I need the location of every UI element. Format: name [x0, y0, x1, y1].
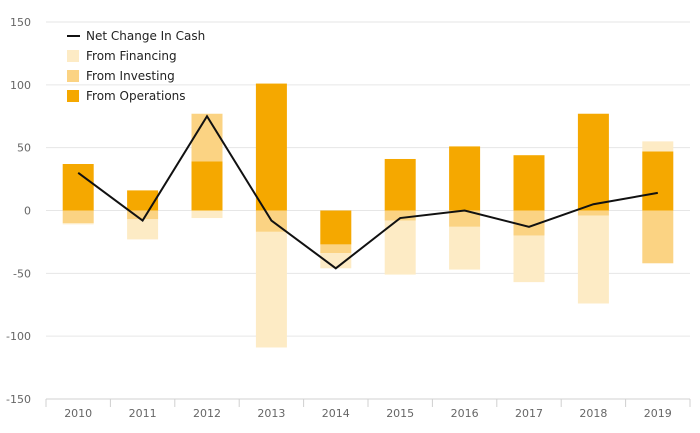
- bar-from-investing-2019: [642, 210, 674, 264]
- x-tick-label: 2019: [644, 407, 672, 420]
- y-tick-label: 150: [10, 16, 31, 29]
- x-tick-label: 2012: [193, 407, 221, 420]
- y-axis-ticks: -150 -100 -50 0 50 100 150: [6, 16, 31, 406]
- y-tick-label: -50: [13, 267, 31, 280]
- legend-swatch-from-operations: [67, 90, 79, 102]
- x-tick-label: 2011: [129, 407, 157, 420]
- x-tick-label: 2018: [579, 407, 607, 420]
- legend-label-from-financing: From Financing: [86, 49, 177, 63]
- bar-from-operations-2015: [384, 158, 416, 211]
- bar-from-financing-2011: [127, 219, 159, 240]
- x-tick-label: 2013: [257, 407, 285, 420]
- bar-from-operations-2011: [127, 190, 159, 211]
- x-axis: 2010 2011 2012 2013 2014 2015 2016 2017 2018 2019: [45, 398, 691, 420]
- y-tick-label: 50: [17, 142, 31, 155]
- bar-from-financing-2015: [384, 220, 416, 275]
- bar-from-financing-2013: [255, 231, 287, 348]
- y-tick-label: -100: [6, 330, 31, 343]
- legend-swatch-from-investing: [67, 70, 79, 82]
- legend-label-net-change-in-cash: Net Change In Cash: [86, 29, 205, 43]
- bar-from-operations-2017: [513, 155, 545, 211]
- bar-from-operations-2010: [62, 164, 94, 211]
- bar-from-financing-2010: [62, 223, 94, 225]
- bar-from-operations-2014: [320, 210, 352, 245]
- bar-from-operations-2016: [449, 146, 481, 211]
- bar-from-operations-2013: [255, 83, 287, 211]
- bar-from-investing-2018: [577, 210, 609, 216]
- bar-from-investing-2016: [449, 210, 481, 227]
- y-tick-label: -150: [6, 393, 31, 406]
- bar-from-financing-2014: [320, 253, 352, 269]
- bar-from-operations-2019: [642, 151, 674, 211]
- bar-from-investing-2011: [127, 210, 159, 220]
- bar-from-financing-2012: [191, 210, 223, 219]
- legend: Net Change In Cash From Financing From Inv…: [67, 29, 205, 103]
- y-tick-label: 0: [24, 205, 31, 218]
- bar-from-operations-2012: [191, 161, 223, 211]
- bar-from-investing-2012: [191, 113, 223, 162]
- bar-from-investing-2014: [320, 244, 352, 254]
- bar-from-investing-2015: [384, 210, 416, 221]
- x-tick-label: 2015: [386, 407, 414, 420]
- legend-label-from-investing: From Investing: [86, 69, 175, 83]
- bar-from-investing-2010: [62, 210, 94, 224]
- bar-from-operations-2018: [577, 113, 609, 211]
- line-net-change-in-cash: [77, 114, 658, 270]
- bar-from-financing-2017: [513, 235, 545, 283]
- x-tick-label: 2016: [451, 407, 479, 420]
- bar-from-financing-2016: [449, 226, 481, 270]
- bars: [62, 83, 674, 348]
- x-tick-label: 2014: [322, 407, 350, 420]
- legend-label-from-operations: From Operations: [86, 89, 186, 103]
- legend-swatch-from-financing: [67, 50, 79, 62]
- y-tick-label: 100: [10, 79, 31, 92]
- x-tick-label: 2010: [64, 407, 92, 420]
- bar-from-financing-2019: [642, 141, 674, 152]
- bar-from-financing-2018: [577, 215, 609, 304]
- x-tick-label: 2017: [515, 407, 543, 420]
